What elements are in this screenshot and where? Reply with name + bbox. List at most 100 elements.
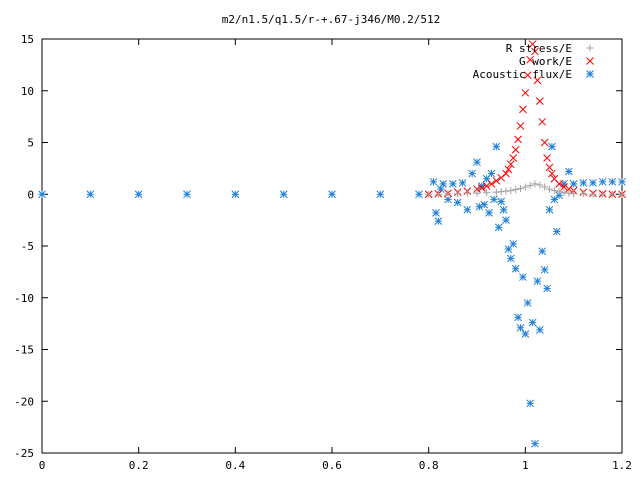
data-point — [38, 190, 46, 199]
data-point — [541, 183, 549, 191]
x-tick-label: 1.2 — [612, 459, 632, 472]
data-point — [531, 47, 539, 56]
data-point — [535, 325, 544, 334]
data-point — [618, 190, 626, 198]
legend-label: R stress/E — [506, 42, 572, 55]
data-point — [506, 254, 515, 263]
data-point — [506, 160, 515, 169]
y-tick-label: 10 — [21, 85, 34, 98]
series-2 — [38, 142, 626, 448]
data-point — [514, 313, 522, 322]
data-point — [555, 180, 564, 188]
data-point — [415, 190, 423, 199]
data-point — [492, 142, 501, 151]
data-point — [565, 189, 573, 197]
data-point — [526, 181, 534, 189]
data-point — [521, 88, 530, 97]
data-point — [463, 205, 472, 214]
data-point — [523, 71, 532, 80]
data-point — [468, 169, 477, 178]
data-point — [599, 190, 607, 198]
legend-marker — [586, 44, 594, 52]
data-point — [463, 189, 471, 197]
y-tick-label: -10 — [14, 292, 34, 305]
data-point — [183, 190, 191, 199]
data-point — [429, 177, 438, 186]
data-point — [533, 277, 542, 286]
data-point — [540, 138, 549, 147]
data-point — [490, 195, 498, 204]
data-point — [502, 187, 510, 195]
y-tick-label: 0 — [27, 188, 34, 201]
x-tick-label: 0.4 — [225, 459, 245, 472]
data-point — [546, 185, 553, 193]
y-tick-label: -20 — [14, 395, 34, 408]
data-point — [516, 323, 525, 332]
data-point — [444, 195, 452, 204]
data-point — [589, 179, 597, 187]
data-point — [545, 163, 554, 172]
data-point — [533, 76, 542, 85]
data-point — [555, 188, 563, 196]
data-point — [483, 189, 491, 197]
x-tick-label: 0 — [39, 459, 46, 472]
data-point — [608, 190, 616, 198]
data-point — [482, 182, 491, 190]
data-point — [560, 189, 568, 197]
x-tick-label: 1 — [522, 459, 529, 472]
data-point — [434, 217, 443, 226]
data-point — [548, 169, 556, 178]
chart-title: m2/n1.5/q1.5/r-+.67-j346/M0.2/512 — [222, 13, 441, 26]
data-point — [231, 190, 240, 199]
data-point — [502, 216, 510, 224]
data-point — [134, 190, 143, 199]
data-point — [376, 190, 385, 199]
data-point — [579, 179, 588, 187]
data-point — [504, 165, 513, 174]
data-point — [536, 181, 544, 189]
series-0 — [425, 180, 626, 198]
data-point — [432, 209, 440, 217]
data-point — [535, 97, 544, 105]
data-points — [38, 40, 626, 448]
data-point — [448, 180, 457, 188]
data-point — [439, 180, 448, 188]
data-point — [526, 55, 535, 64]
data-point — [531, 439, 539, 448]
data-point — [523, 299, 532, 307]
y-tick-label: -15 — [14, 344, 34, 357]
data-point — [569, 180, 578, 188]
data-point — [548, 142, 556, 151]
data-point — [492, 188, 500, 196]
data-point — [570, 190, 578, 198]
data-point — [502, 169, 510, 178]
data-point — [507, 187, 515, 195]
data-point — [531, 180, 539, 188]
data-point — [526, 399, 535, 408]
y-tick-labels: 15 10 5 0 -5 -10 -15 -20 -25 — [14, 33, 34, 460]
data-point — [473, 158, 481, 167]
axis-ticks — [41, 38, 623, 454]
y-tick-label: 15 — [21, 33, 34, 46]
y-tick-label: -5 — [21, 240, 34, 253]
data-point — [497, 197, 506, 206]
data-point — [473, 189, 481, 197]
data-point — [552, 227, 561, 236]
data-point — [519, 273, 527, 281]
data-point — [579, 190, 587, 198]
data-point — [589, 190, 597, 198]
data-point — [538, 117, 547, 126]
data-point — [480, 200, 489, 209]
data-point — [540, 265, 549, 274]
data-point — [453, 198, 462, 207]
data-point — [444, 190, 452, 198]
data-point — [598, 177, 607, 186]
data-point — [434, 190, 442, 198]
data-point — [477, 184, 486, 192]
data-point — [528, 40, 537, 49]
data-point — [517, 185, 524, 193]
data-point — [279, 190, 288, 199]
data-point — [543, 284, 551, 293]
